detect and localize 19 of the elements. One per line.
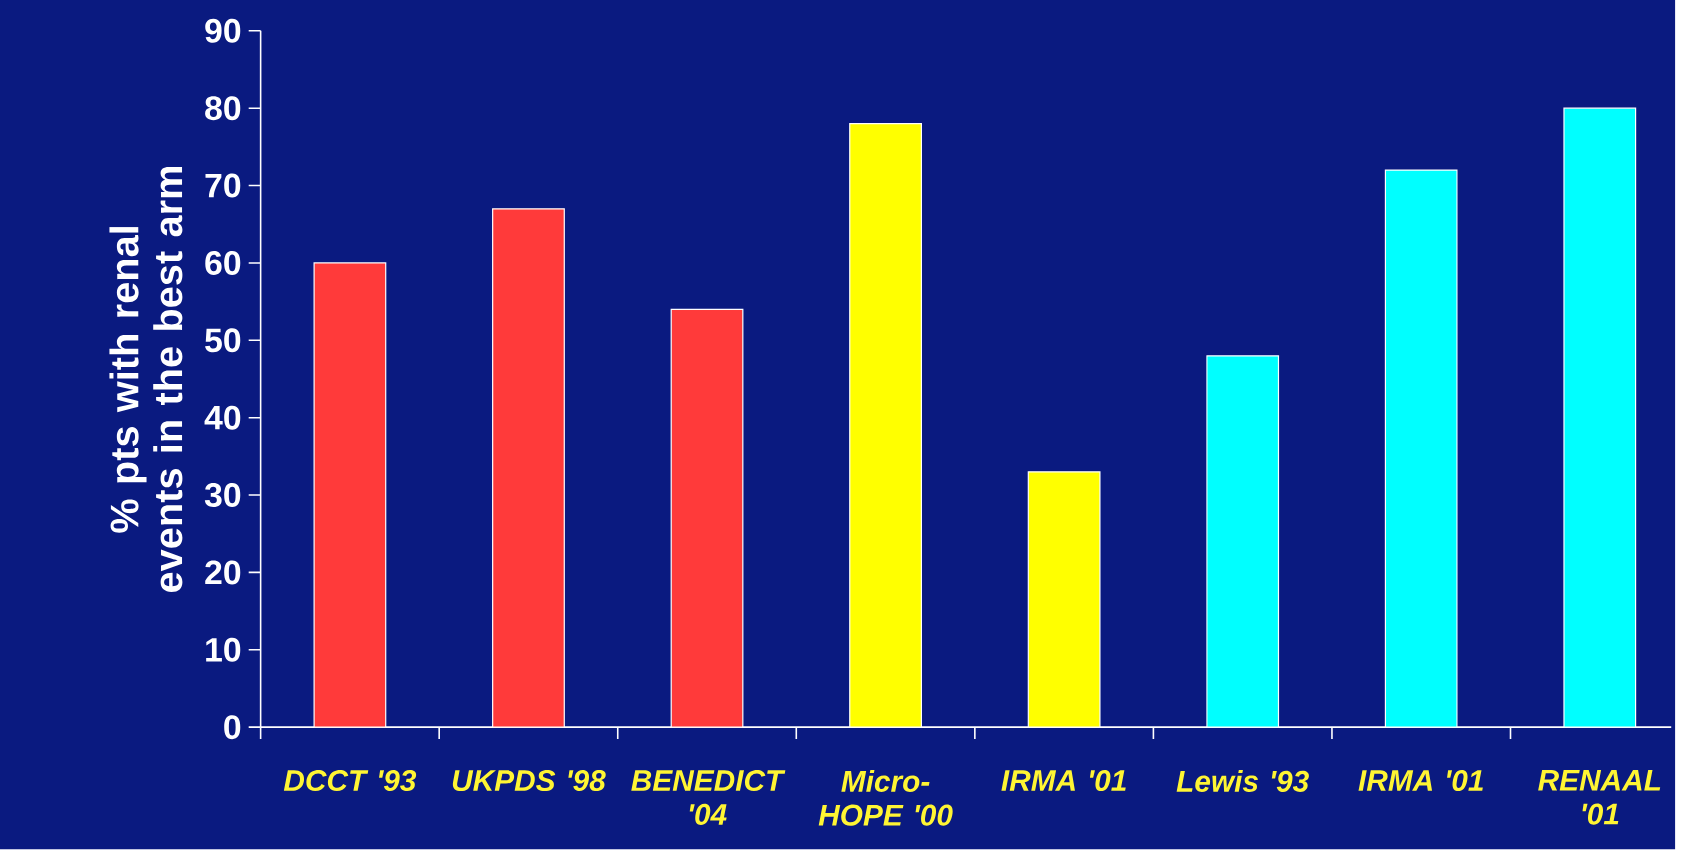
x-tick-label: DCCT '93 [283,770,417,792]
y-tick-label: 50 [205,328,241,353]
y-tick-label: 30 [204,483,241,508]
x-tick-label: IRMA '01 [1001,770,1126,792]
y-tick-label: 60 [205,251,241,276]
x-tick-label: Lewis '93 [1176,770,1309,793]
y-tick-label: 70 [205,173,241,198]
x-tick-label: IRMA '01 [1358,770,1483,792]
y-tick-label: 40 [204,405,241,430]
y-tick-label: 90 [205,19,241,44]
y-tick-label: 0 [224,715,241,740]
x-tick-label: UKPDS '98 [452,770,606,792]
y-axis-title: % pts with renal events in the best arm [109,167,183,593]
x-tick-label: RENAAL '01 [1538,770,1661,825]
y-tick-label: 10 [206,638,241,663]
x-tick-label: Micro-HOPE '00 [818,770,953,826]
x-tick-label: BENEDICT '04 [631,770,786,826]
y-tick-label: 20 [205,560,241,585]
y-tick-label: 80 [205,96,241,121]
